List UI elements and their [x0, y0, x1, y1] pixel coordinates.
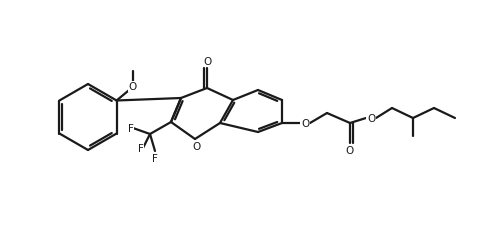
Text: O: O — [203, 57, 211, 67]
Text: O: O — [367, 113, 375, 123]
Text: O: O — [192, 141, 200, 151]
Text: O: O — [346, 145, 354, 155]
Text: F: F — [128, 123, 134, 134]
Text: F: F — [138, 143, 144, 153]
Text: O: O — [129, 82, 137, 92]
Text: F: F — [152, 153, 158, 163]
Text: O: O — [301, 119, 309, 128]
